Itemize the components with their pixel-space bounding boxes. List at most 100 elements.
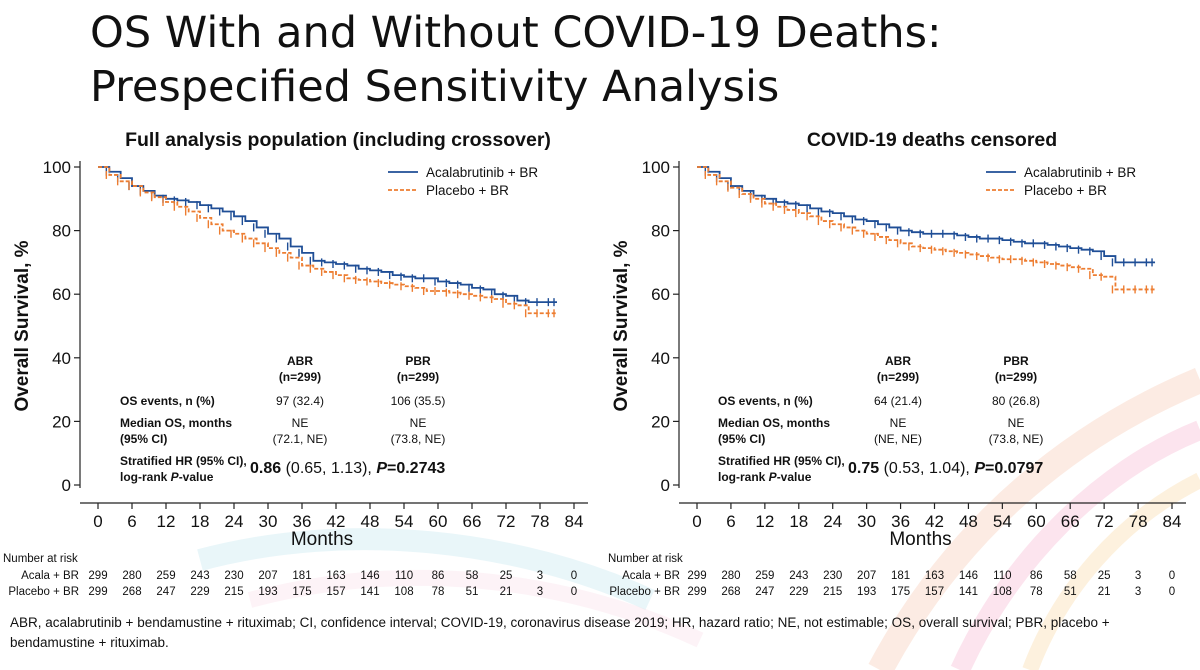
stats-col-pbr-n: (n=299) [995, 370, 1037, 384]
risk-value: 157 [925, 586, 944, 598]
y-tick-label: 80 [651, 222, 670, 241]
x-tick-label: 12 [755, 512, 774, 531]
risk-value: 141 [959, 586, 978, 598]
risk-value: 163 [326, 570, 345, 582]
risk-value: 146 [959, 570, 978, 582]
risk-value: 58 [1064, 570, 1077, 582]
y-tick-label: 60 [651, 285, 670, 304]
legend-item: Placebo + BR [1024, 183, 1107, 198]
stats-row-label: OS events, n (%) [718, 394, 813, 408]
legend-item: Acalabrutinib + BR [426, 165, 538, 180]
risk-value: 259 [755, 570, 774, 582]
risk-value: 110 [395, 570, 413, 582]
y-tick-label: 20 [651, 412, 670, 431]
x-tick-label: 12 [157, 512, 176, 531]
risk-row-label: Acala + BR [21, 570, 79, 582]
x-tick-label: 72 [497, 512, 516, 531]
chart-title: Full analysis population (including cros… [125, 129, 551, 151]
stats-col-abr-n: (n=299) [279, 370, 321, 384]
y-tick-label: 100 [642, 158, 670, 177]
risk-value: 299 [88, 570, 107, 582]
chart-2: COVID-19 deaths censored 0 20 40 60 80 100 0 6 12… [608, 129, 1186, 598]
stats-col-abr-n: (n=299) [877, 370, 919, 384]
y-axis-label: Overall Survival, % [611, 240, 632, 411]
x-tick-label: 60 [429, 512, 448, 531]
risk-row-label: Placebo + BR [8, 586, 79, 598]
chart-title: COVID-19 deaths censored [807, 129, 1057, 151]
page-title: OS With and Without COVID-19 Deaths: Pre… [90, 6, 1150, 114]
risk-value: 193 [258, 586, 277, 598]
stats-col-abr: ABR [287, 354, 313, 368]
stats-cell: NE [292, 416, 309, 430]
stats-col-pbr: PBR [1003, 354, 1029, 368]
x-tick-label: 24 [225, 512, 244, 531]
y-tick-label: 0 [62, 476, 71, 495]
x-tick-label: 36 [293, 512, 312, 531]
stats-row-label: (95% CI) [120, 432, 167, 446]
page-title-line1: OS With and Without COVID-19 Deaths: [90, 8, 942, 58]
stats-cell: (73.8, NE) [391, 432, 446, 446]
stats-row-label: OS events, n (%) [120, 394, 215, 408]
risk-value: 247 [755, 586, 774, 598]
y-tick-label: 40 [52, 349, 71, 368]
risk-value: 86 [1030, 570, 1043, 582]
page-title-line2: Prespecified Sensitivity Analysis [90, 62, 780, 112]
x-tick-label: 0 [93, 512, 102, 531]
stats-row-label: log-rank P-value [120, 470, 214, 484]
x-tick-label: 30 [857, 512, 876, 531]
risk-value: 280 [721, 570, 740, 582]
risk-value: 230 [224, 570, 243, 582]
risk-value: 25 [500, 570, 513, 582]
x-tick-label: 48 [959, 512, 978, 531]
x-tick-label: 18 [789, 512, 808, 531]
y-tick-label: 100 [43, 158, 71, 177]
stats-row-label: Stratified HR (95% CI), [718, 454, 845, 468]
stats-row-label: log-rank P-value [718, 470, 812, 484]
stats-col-pbr-n: (n=299) [397, 370, 439, 384]
risk-value: 146 [360, 570, 379, 582]
risk-value: 3 [1135, 586, 1141, 598]
risk-value: 58 [466, 570, 479, 582]
risk-value: 280 [122, 570, 141, 582]
risk-value: 0 [571, 570, 577, 582]
risk-value: 229 [789, 586, 808, 598]
stats-cell: NE [1008, 416, 1025, 430]
x-tick-label: 6 [726, 512, 735, 531]
x-tick-label: 0 [692, 512, 701, 531]
risk-value: 299 [687, 570, 706, 582]
y-tick-label: 80 [52, 222, 71, 241]
chart-1: Full analysis population (including cros… [3, 129, 588, 598]
risk-value: 247 [156, 586, 175, 598]
risk-value: 215 [823, 586, 842, 598]
risk-value: 243 [190, 570, 209, 582]
x-tick-label: 66 [1061, 512, 1080, 531]
risk-value: 25 [1098, 570, 1111, 582]
legend-item: Placebo + BR [426, 183, 509, 198]
stats-row-label: (95% CI) [718, 432, 765, 446]
risk-value: 51 [1064, 586, 1077, 598]
stats-cell: (NE, NE) [874, 432, 922, 446]
x-tick-label: 84 [1163, 512, 1182, 531]
risk-value: 207 [857, 570, 876, 582]
risk-value: 108 [394, 586, 413, 598]
y-tick-label: 60 [52, 285, 71, 304]
risk-value: 268 [721, 586, 740, 598]
x-tick-label: 60 [1027, 512, 1046, 531]
risk-value: 108 [993, 586, 1012, 598]
risk-value: 78 [432, 586, 445, 598]
risk-value: 3 [537, 586, 543, 598]
x-tick-label: 18 [191, 512, 210, 531]
risk-value: 259 [156, 570, 175, 582]
stats-row-label: Median OS, months [120, 416, 232, 430]
risk-value: 193 [857, 586, 876, 598]
risk-value: 78 [1030, 586, 1043, 598]
stats-row-label: Median OS, months [718, 416, 830, 430]
risk-value: 181 [891, 570, 910, 582]
x-axis-label: Months [889, 529, 951, 550]
x-tick-label: 42 [327, 512, 346, 531]
stats-row-label: Stratified HR (95% CI), [120, 454, 247, 468]
x-tick-label: 48 [361, 512, 380, 531]
x-tick-label: 42 [925, 512, 944, 531]
x-tick-label: 84 [565, 512, 584, 531]
